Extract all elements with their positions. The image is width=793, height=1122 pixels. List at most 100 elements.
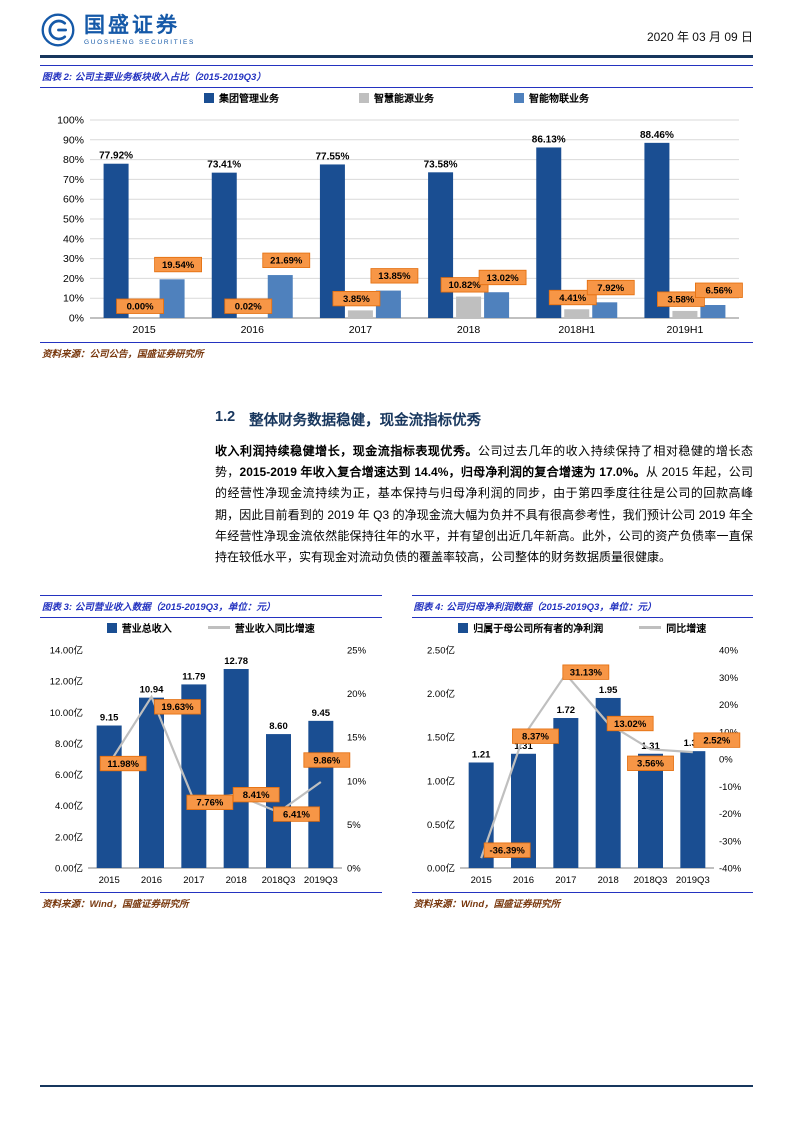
- bar: [139, 697, 164, 868]
- value-label: 21.69%: [270, 255, 303, 266]
- value-label: 13.85%: [378, 271, 411, 282]
- y-axis-label: 40%: [63, 233, 84, 245]
- value-label: 3.56%: [637, 758, 664, 769]
- value-label: 6.41%: [283, 809, 310, 820]
- value-label: 7.76%: [196, 797, 223, 808]
- bar-value-label: 88.46%: [640, 129, 674, 140]
- chart2-legend: 集团管理业务 智慧能源业务 智能物联业务: [40, 88, 753, 108]
- y-axis-label: 60%: [63, 193, 84, 205]
- bar-value-label: 9.45: [312, 708, 331, 719]
- paragraph-segment: 收入利润持续稳健增长，现金流指标表现优秀。: [215, 443, 478, 458]
- value-label-box: [154, 256, 202, 272]
- section-heading: 1.2 整体财务数据稳健，现金流指标优秀: [215, 409, 753, 430]
- bar-value-label: 11.79: [182, 671, 205, 682]
- bar: [308, 720, 334, 868]
- bar-value-label: 1.31: [514, 740, 533, 751]
- bar: [700, 304, 726, 318]
- header-rule: [40, 55, 753, 58]
- value-label-box: [695, 282, 743, 298]
- section-paragraph: 收入利润持续稳健增长，现金流指标表现优秀。公司过去几年的收入持续保持了相对稳健的…: [215, 441, 753, 569]
- left-axis-label: 4.00亿: [55, 800, 83, 812]
- bar: [103, 163, 129, 318]
- chart4-figure: 图表 4: 公司归母净利润数据（2015-2019Q3，单位：元） 归属于母公司…: [411, 594, 754, 913]
- bar-value-label: 1.72: [556, 705, 575, 716]
- right-axis-label: 0%: [719, 754, 733, 765]
- bar-value-label: 10.94: [140, 684, 164, 695]
- bar: [211, 172, 237, 318]
- legend-label: 归属于母公司所有者的净利润: [473, 624, 604, 636]
- value-label: 11.98%: [107, 759, 139, 770]
- value-label-box: [99, 755, 147, 771]
- chart4-legend: 归属于母公司所有者的净利润 同比增速: [412, 618, 754, 638]
- value-label-box: [692, 732, 740, 748]
- value-label-box: [186, 794, 234, 810]
- left-axis-label: 14.00亿: [50, 644, 83, 656]
- guosheng-logo-icon: [41, 13, 75, 47]
- charts-row: 图表 3: 公司营业收入数据（2015-2019Q3，单位：元） 营业总收入 营业…: [40, 594, 754, 913]
- caption-rule-bottom: [40, 86, 753, 88]
- left-axis-label: 0.00亿: [427, 862, 455, 874]
- x-axis-label: 2018Q3: [262, 875, 296, 886]
- bar: [223, 668, 249, 868]
- legend-item: 营业收入同比增速: [207, 620, 315, 635]
- bar-value-label: 1.21: [471, 749, 490, 760]
- chart3-source: 资料来源：Wind，国盛证券研究所: [42, 898, 189, 910]
- section-1-2: 1.2 整体财务数据稳健，现金流指标优秀 收入利润持续稳健增长，现金流指标表现优…: [215, 409, 753, 569]
- right-axis-label: 15%: [347, 732, 367, 743]
- legend-swatch: [359, 92, 369, 103]
- x-axis-label: 2015: [470, 875, 491, 886]
- value-label: 13.02%: [486, 272, 519, 283]
- legend-line-marker: [207, 626, 230, 629]
- legend-item: 集团管理业务: [204, 90, 279, 105]
- paragraph-segment: 2015-2019 年收入复合增速达到 14.4%，归母净利润的复合增速为 17…: [239, 464, 646, 479]
- right-axis-label: 25%: [347, 645, 367, 656]
- bar-value-label: 77.92%: [99, 150, 133, 161]
- caption-rule-top: [411, 594, 753, 596]
- value-label-box: [332, 290, 381, 306]
- right-axis-label: 40%: [719, 645, 739, 656]
- bar-value-label: 1.34: [683, 738, 702, 749]
- right-axis-label: -30%: [719, 836, 742, 847]
- chart2-source: 资料来源：公司公告，国盛证券研究所: [42, 348, 204, 360]
- bar: [592, 301, 618, 318]
- bar: [428, 171, 454, 318]
- chart3-legend: 营业总收入 营业收入同比增速: [40, 618, 382, 638]
- legend-item: 营业总收入: [106, 620, 172, 635]
- legend-item: 归属于母公司所有者的净利润: [458, 620, 603, 635]
- value-label-box: [657, 291, 705, 307]
- legend-line-marker: [639, 626, 662, 629]
- bar: [536, 146, 562, 318]
- x-axis-label: 2019Q3: [675, 875, 709, 886]
- brand: 国盛证券 GUOSHENG SECURITIES: [40, 12, 195, 48]
- value-label: 8.41%: [243, 790, 270, 801]
- chart4-caption: 图表 4: 公司归母净利润数据（2015-2019Q3，单位：元）: [413, 601, 657, 613]
- bar: [672, 310, 698, 318]
- x-axis-label: 2015: [99, 875, 120, 886]
- brand-text: 国盛证券 GUOSHENG SECURITIES: [84, 14, 195, 46]
- chart3-canvas: 0.00亿 2.00亿 4.00亿 6.00亿 8.00亿 10.00亿 12.00亿 14.…: [40, 638, 382, 890]
- y-axis-label: 70%: [63, 173, 84, 185]
- value-label-box: [478, 269, 527, 285]
- value-label: 0.00%: [127, 301, 154, 312]
- left-axis-label: 1.50亿: [427, 731, 455, 743]
- legend-swatch: [514, 92, 524, 103]
- source-rule: [40, 341, 753, 343]
- value-label: 8.37%: [522, 731, 549, 742]
- left-axis-label: 2.00亿: [427, 688, 455, 700]
- value-label-box: [224, 298, 273, 314]
- bar: [679, 750, 705, 868]
- value-label: 10.82%: [448, 280, 481, 291]
- value-label-box: [511, 728, 559, 744]
- value-label: 3.58%: [667, 294, 694, 305]
- chart3-figure: 图表 3: 公司营业收入数据（2015-2019Q3，单位：元） 营业总收入 营业…: [40, 594, 382, 913]
- y-axis-label: 80%: [63, 154, 84, 166]
- legend-item: 同比增速: [639, 620, 706, 635]
- brand-subtitle: GUOSHENG SECURITIES: [84, 39, 196, 47]
- left-axis-label: 0.00亿: [55, 862, 83, 874]
- x-axis-label: 2018: [597, 875, 618, 886]
- legend-item: 智能物联业务: [514, 90, 589, 105]
- header: 国盛证券 GUOSHENG SECURITIES 2020 年 03 月 09 …: [40, 0, 753, 48]
- bar: [456, 296, 482, 318]
- right-axis-label: -40%: [719, 863, 742, 874]
